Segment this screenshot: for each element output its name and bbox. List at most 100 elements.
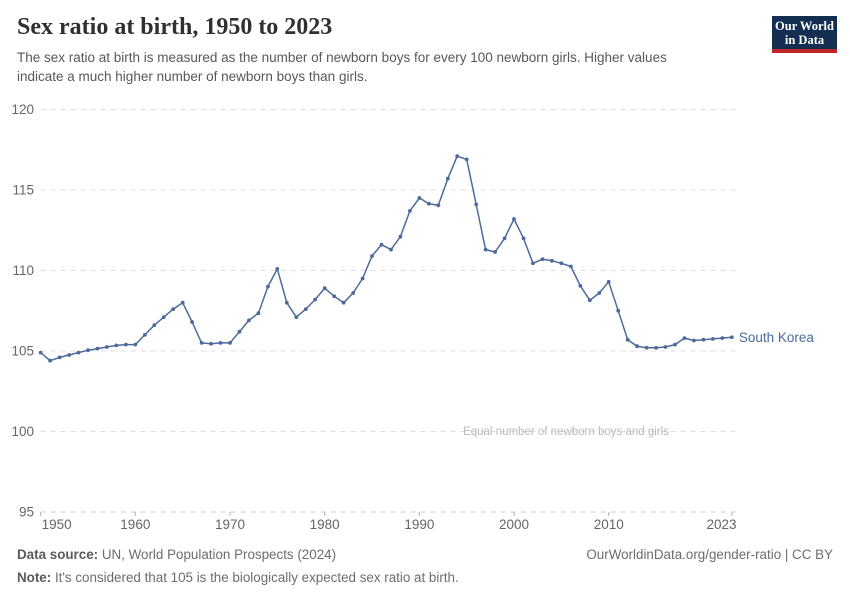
data-point[interactable] bbox=[95, 346, 100, 351]
data-point[interactable] bbox=[171, 307, 176, 311]
data-point[interactable] bbox=[502, 236, 507, 241]
data-point[interactable] bbox=[550, 258, 554, 263]
data-point[interactable] bbox=[559, 261, 564, 266]
data-point[interactable] bbox=[341, 300, 346, 305]
data-point[interactable] bbox=[237, 329, 242, 334]
owid-logo-line2: in Data bbox=[784, 32, 825, 47]
data-point[interactable] bbox=[105, 345, 109, 349]
data-point[interactable] bbox=[360, 276, 365, 281]
x-axis-label: 1980 bbox=[310, 517, 340, 532]
data-point[interactable] bbox=[161, 315, 166, 320]
data-point[interactable] bbox=[76, 350, 81, 355]
data-point[interactable] bbox=[436, 203, 441, 208]
data-point[interactable] bbox=[597, 291, 602, 295]
data-point[interactable] bbox=[729, 335, 734, 340]
data-point[interactable] bbox=[493, 250, 497, 254]
data-point[interactable] bbox=[389, 247, 393, 252]
data-point[interactable] bbox=[152, 323, 157, 328]
data-point[interactable] bbox=[57, 355, 62, 360]
data-point[interactable] bbox=[142, 333, 147, 337]
data-point[interactable] bbox=[114, 343, 119, 348]
data-point[interactable] bbox=[228, 341, 232, 345]
y-axis-label: 110 bbox=[12, 263, 34, 278]
data-point[interactable] bbox=[294, 315, 299, 320]
x-axis-label: 1990 bbox=[404, 517, 434, 532]
data-point[interactable] bbox=[635, 344, 639, 349]
data-point[interactable] bbox=[86, 348, 90, 353]
x-axis-label: 1950 bbox=[42, 517, 72, 532]
series-line-south-korea[interactable] bbox=[39, 155, 733, 362]
note-label: Note: bbox=[17, 570, 52, 585]
data-point[interactable] bbox=[303, 307, 308, 311]
note-value: It's considered that 105 is the biologic… bbox=[51, 570, 459, 585]
data-point[interactable] bbox=[370, 254, 374, 258]
data-point[interactable] bbox=[587, 298, 592, 303]
data-point[interactable] bbox=[313, 297, 318, 302]
y-axis-label: 100 bbox=[11, 424, 34, 439]
data-point[interactable] bbox=[256, 311, 261, 316]
data-point[interactable] bbox=[682, 336, 687, 340]
y-axis-label: 115 bbox=[12, 183, 34, 198]
data-point[interactable] bbox=[332, 294, 337, 299]
data-point[interactable] bbox=[701, 337, 706, 342]
data-point[interactable] bbox=[455, 154, 460, 159]
data-point[interactable] bbox=[199, 341, 204, 345]
data-point[interactable] bbox=[663, 345, 668, 349]
data-point[interactable] bbox=[720, 336, 725, 340]
data-point[interactable] bbox=[569, 264, 573, 269]
owid-logo-line1: Our World bbox=[775, 18, 834, 33]
data-point[interactable] bbox=[521, 236, 526, 241]
data-point[interactable] bbox=[540, 257, 545, 262]
citation-link[interactable]: OurWorldinData.org/gender-ratio | CC BY bbox=[586, 547, 833, 562]
data-point[interactable] bbox=[247, 318, 251, 323]
data-point[interactable] bbox=[218, 341, 223, 345]
data-point[interactable] bbox=[351, 291, 355, 295]
data-point[interactable] bbox=[67, 353, 71, 357]
x-axis-label: 2023 bbox=[706, 517, 736, 532]
data-point[interactable] bbox=[474, 202, 479, 207]
data-point[interactable] bbox=[379, 242, 384, 247]
data-point[interactable] bbox=[266, 284, 270, 289]
y-axis-label: 120 bbox=[11, 102, 34, 117]
data-point[interactable] bbox=[673, 342, 677, 347]
data-point[interactable] bbox=[48, 358, 52, 363]
data-point[interactable] bbox=[38, 350, 43, 355]
owid-logo[interactable]: Our World in Data bbox=[772, 16, 837, 53]
data-source-value: UN, World Population Prospects (2024) bbox=[98, 547, 337, 562]
data-point[interactable] bbox=[190, 320, 195, 324]
series-label-south-korea: South Korea bbox=[739, 330, 815, 345]
data-point[interactable] bbox=[578, 283, 583, 288]
data-point[interactable] bbox=[606, 279, 611, 284]
data-point[interactable] bbox=[464, 157, 469, 162]
data-point[interactable] bbox=[417, 196, 422, 200]
data-point[interactable] bbox=[408, 209, 412, 213]
data-point[interactable] bbox=[180, 300, 185, 305]
data-point[interactable] bbox=[398, 234, 403, 239]
chart-subtitle: The sex ratio at birth is measured as th… bbox=[17, 50, 667, 85]
data-source-label: Data source: bbox=[17, 547, 99, 562]
data-point[interactable] bbox=[625, 337, 630, 342]
data-point[interactable] bbox=[133, 342, 138, 347]
data-point[interactable] bbox=[644, 345, 649, 350]
data-point[interactable] bbox=[124, 342, 128, 347]
data-point[interactable] bbox=[616, 308, 621, 313]
x-axis-label: 1970 bbox=[215, 517, 245, 532]
chart-title: Sex ratio at birth, 1950 to 2023 bbox=[17, 14, 333, 40]
data-point[interactable] bbox=[426, 201, 431, 206]
data-point[interactable] bbox=[275, 267, 280, 271]
data-point[interactable] bbox=[692, 338, 696, 343]
data-point[interactable] bbox=[711, 337, 715, 341]
data-point[interactable] bbox=[209, 341, 214, 346]
data-point[interactable] bbox=[512, 217, 516, 221]
data-point[interactable] bbox=[322, 286, 327, 291]
chart-header: Sex ratio at birth, 1950 to 2023 The sex… bbox=[0, 0, 850, 86]
data-point[interactable] bbox=[483, 247, 488, 252]
data-point[interactable] bbox=[531, 261, 535, 266]
data-point[interactable] bbox=[445, 176, 450, 181]
data-point[interactable] bbox=[284, 300, 289, 305]
chart-plot-area[interactable]: 95 100 105 110 115 120 1950 1960 1970 1980 1990 200… bbox=[0, 95, 850, 545]
y-axis-label: 95 bbox=[19, 505, 34, 520]
data-point[interactable] bbox=[654, 345, 658, 350]
x-axis-label: 2010 bbox=[594, 517, 624, 532]
